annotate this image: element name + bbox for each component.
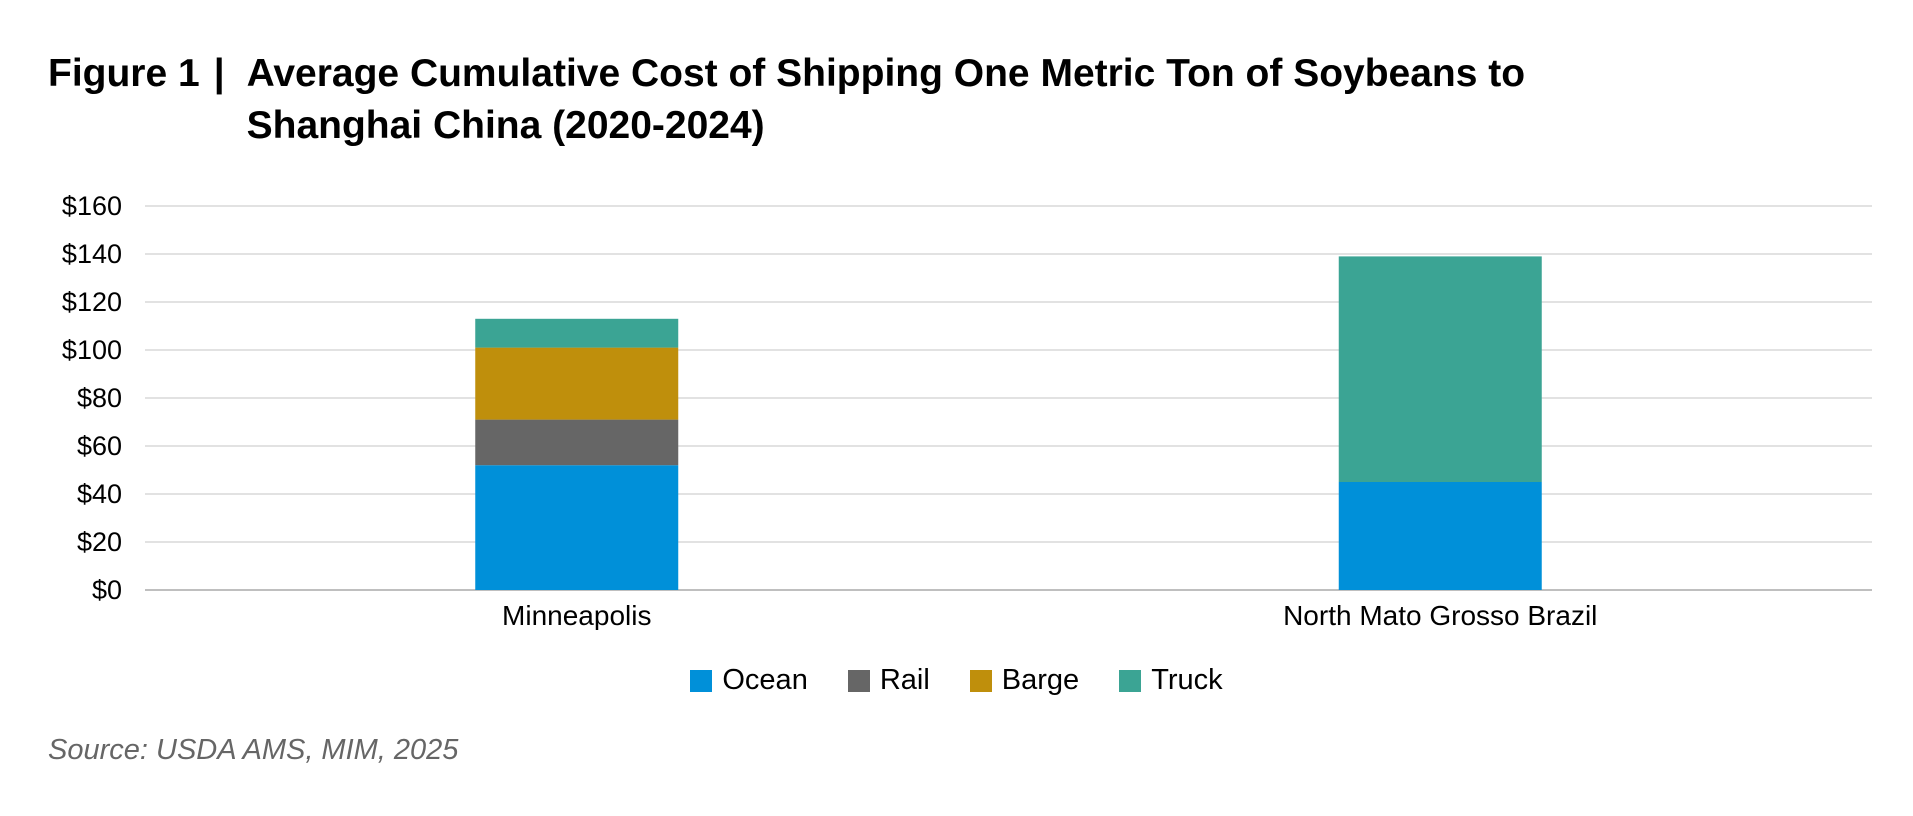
bar-segment-truck <box>475 318 679 348</box>
y-axis-ticks: $0 $20 $40 $60 $80 $100 $120 $140 $160 <box>62 191 122 605</box>
y-tick-label: $120 <box>62 287 122 317</box>
legend-swatch <box>690 669 713 692</box>
legend-item-rail: Rail <box>847 664 930 697</box>
title-separator: | <box>213 52 225 95</box>
legend-item-ocean: Ocean <box>690 664 808 697</box>
bar-segment-ocean <box>475 465 679 590</box>
legend-label: Barge <box>1001 664 1080 696</box>
gridlines <box>145 205 1872 591</box>
legend-label: Ocean <box>722 664 808 696</box>
y-tick-label: $0 <box>92 575 122 605</box>
title-text: Average Cumulative Cost of Shipping One … <box>246 52 1526 147</box>
bars <box>475 256 1542 590</box>
legend-label: Truck <box>1151 664 1223 696</box>
bar-segment-ocean <box>1338 482 1542 590</box>
x-axis-categories: Minneapolis North Mato Grosso Brazil <box>502 600 1597 630</box>
y-tick-label: $20 <box>77 527 122 557</box>
legend-swatch <box>969 669 992 692</box>
legend-swatch <box>1119 669 1142 692</box>
legend-item-truck: Truck <box>1119 664 1223 697</box>
y-tick-label: $60 <box>77 431 122 461</box>
bar-segment-barge <box>475 347 679 420</box>
legend: Ocean Rail Barge Truck <box>0 664 1913 697</box>
y-tick-label: $140 <box>62 239 122 269</box>
stacked-bar-chart: $0 $20 $40 $60 $80 $100 $120 $140 $160 Minneapol… <box>62 191 1872 630</box>
legend-swatch <box>847 669 870 692</box>
y-tick-label: $100 <box>62 335 122 365</box>
y-tick-label: $80 <box>77 383 122 413</box>
x-category-label: Minneapolis <box>502 600 651 630</box>
y-tick-label: $160 <box>62 191 122 221</box>
bar-segment-truck <box>1338 256 1542 482</box>
bar-segment-rail <box>475 419 679 466</box>
x-category-label: North Mato Grosso Brazil <box>1283 600 1597 630</box>
figure-label: Figure 1 <box>48 52 200 95</box>
legend-item-barge: Barge <box>969 664 1080 697</box>
legend-label: Rail <box>879 664 930 696</box>
chart-title: Figure 1 | Average Cumulative Cost of Sh… <box>48 48 1748 152</box>
y-tick-label: $40 <box>77 479 122 509</box>
source-note: Source: USDA AMS, MIM, 2025 <box>48 734 459 766</box>
